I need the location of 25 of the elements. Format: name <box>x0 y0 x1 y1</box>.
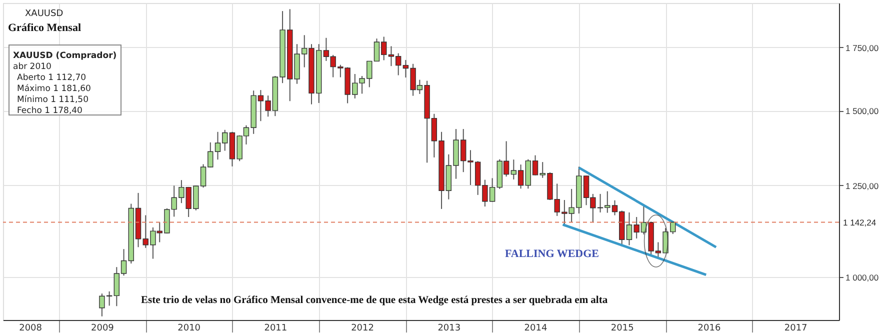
x-tick-label: 2009 <box>91 324 114 333</box>
annotation: abr 2010 <box>13 62 52 72</box>
text: Gráfico Mensal <box>8 22 82 34</box>
annotation: XAUUSD (Comprador) <box>13 51 117 61</box>
x-tick-label: 2011 <box>264 324 288 333</box>
annotation: Máximo 1 181,60 <box>17 84 91 94</box>
y-tick-label: 1 000,00 <box>846 272 879 282</box>
x-tick-label: 2008 <box>19 324 42 333</box>
annotation: Este trio de velas no Gráfico Mensal convence-me de que esta Wedge está prestes a ser quebrada em alta <box>141 295 608 306</box>
text: XAUUSD <box>25 9 64 19</box>
x-tick-label: 2016 <box>698 324 721 333</box>
x-tick-label: 2015 <box>610 324 634 333</box>
ref-line-label: 1 142,24 <box>843 217 876 228</box>
annotation: Fecho 1 178,40 <box>17 106 82 116</box>
annotation: FALLING WEDGE <box>504 248 600 260</box>
x-tick-label: 2017 <box>784 324 808 333</box>
y-tick-label: 1 500,00 <box>846 106 879 116</box>
x-tick-label: 2014 <box>524 324 548 333</box>
y-tick-label: 1 750,00 <box>846 42 879 53</box>
x-tick-label: 2012 <box>351 324 374 333</box>
x-tick-label: 2013 <box>438 324 461 333</box>
annotation: Mínimo 1 111,50 <box>17 95 88 105</box>
x-tick-label: 2010 <box>178 324 201 333</box>
y-tick-label: 1 250,00 <box>846 180 879 191</box>
annotation: Aberto 1 112,70 <box>17 73 86 83</box>
